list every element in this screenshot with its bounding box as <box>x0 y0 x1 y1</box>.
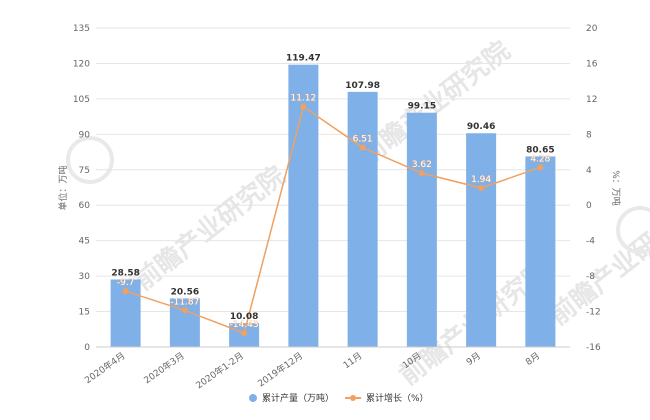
right-axis-tick-label: 20 <box>586 24 598 34</box>
left-axis: 0 15 30 45 60 75 90 105 120 135 <box>73 24 90 353</box>
line-point <box>122 288 129 295</box>
x-axis-tick-label: 2019年12月 <box>255 350 305 390</box>
line-point <box>300 103 307 110</box>
right-axis-tick-label: -4 <box>586 237 595 247</box>
bar-value-label: 90.46 <box>467 122 495 132</box>
bar-value-label: 20.56 <box>171 287 199 297</box>
x-axis: 2020年4月 2020年3月 2020年1-2月 2019年12月 11月 10月 9月 8… <box>82 346 570 392</box>
left-axis-tick-label: 120 <box>73 59 90 69</box>
left-axis-tick-label: 45 <box>79 237 90 247</box>
line-value-label: 11.12 <box>290 94 316 104</box>
line-path <box>125 105 541 335</box>
bar-value-label: 107.98 <box>345 81 380 91</box>
bar-value-label: 119.47 <box>286 54 321 64</box>
watermark-circle <box>616 206 650 254</box>
left-axis-tick-label: 30 <box>79 272 91 282</box>
right-axis-tick-label: -12 <box>586 308 601 318</box>
legend-item-line: 累计增长（%） <box>345 392 429 404</box>
right-axis-tick-label: 0 <box>586 201 592 211</box>
bar <box>288 64 319 348</box>
line-value-label: -9.7 <box>117 278 135 288</box>
left-axis-tick-label: 105 <box>73 95 90 105</box>
left-axis-tick-label: 0 <box>84 343 90 353</box>
x-axis-tick-label: 8月 <box>524 350 542 367</box>
watermark-circle <box>66 136 114 184</box>
line-value-label: -14.43 <box>230 320 259 330</box>
x-axis-tick-label: 9月 <box>464 350 482 367</box>
left-axis-tick-label: 135 <box>73 24 90 34</box>
bar-value-label: 10.08 <box>230 312 258 322</box>
bar <box>406 112 437 347</box>
left-axis-tick-label: 60 <box>79 201 91 211</box>
bar-value-label: 80.65 <box>526 145 554 155</box>
x-axis-tick-label: 11月 <box>341 350 364 371</box>
legend: 累计产量（万吨） 累计增长（%） <box>249 392 429 404</box>
line-value-label: 3.62 <box>412 160 432 170</box>
line-value-label: 4.28 <box>530 154 550 164</box>
bar <box>466 133 497 347</box>
left-axis-title: 单位：万吨 <box>57 165 69 210</box>
legend-label-bar: 累计产量（万吨） <box>262 392 334 404</box>
line-point <box>418 170 425 177</box>
line-point <box>537 164 544 171</box>
right-axis-title: %：万吨 <box>610 170 622 206</box>
legend-swatch-line-dot <box>350 395 356 401</box>
left-axis-tick-label: 90 <box>79 130 91 140</box>
line-point <box>359 144 366 151</box>
bar <box>525 156 556 347</box>
right-axis-tick-label: 12 <box>586 95 597 105</box>
line-point <box>181 307 188 314</box>
data-labels: 28.58 20.56 10.08 119.47 107.98 99.15 90.46 80.… <box>111 54 554 331</box>
right-axis-tick-label: -8 <box>586 272 595 282</box>
right-axis-tick-label: 16 <box>586 59 598 69</box>
left-axis-tick-label: 75 <box>79 166 90 176</box>
legend-swatch-bar <box>249 394 257 402</box>
bar <box>347 91 378 347</box>
x-axis-tick-label: 2020年4月 <box>82 350 127 387</box>
x-axis-tick-label: 2020年3月 <box>142 350 187 387</box>
bar-value-label: 99.15 <box>408 102 436 112</box>
line-series <box>122 103 544 337</box>
right-axis-tick-label: 4 <box>586 166 592 176</box>
right-axis-tick-label: 8 <box>586 130 592 140</box>
line-point <box>241 330 248 337</box>
legend-label-line: 累计增长（%） <box>366 392 429 404</box>
bar-value-label: 28.58 <box>111 268 139 278</box>
left-axis-tick-label: 15 <box>79 308 90 318</box>
line-value-label: 1.94 <box>471 175 491 185</box>
legend-item-bar: 累计产量（万吨） <box>249 392 334 404</box>
right-axis-tick-label: -16 <box>586 343 601 353</box>
x-axis-tick-label: 2020年1-2月 <box>193 350 245 392</box>
line-value-label: 6.51 <box>353 135 373 145</box>
line-point <box>478 185 485 192</box>
right-axis: -16 -12 -8 -4 0 4 8 12 16 20 <box>586 24 601 353</box>
bar-series <box>110 64 556 348</box>
line-value-label: -11.87 <box>170 297 199 307</box>
